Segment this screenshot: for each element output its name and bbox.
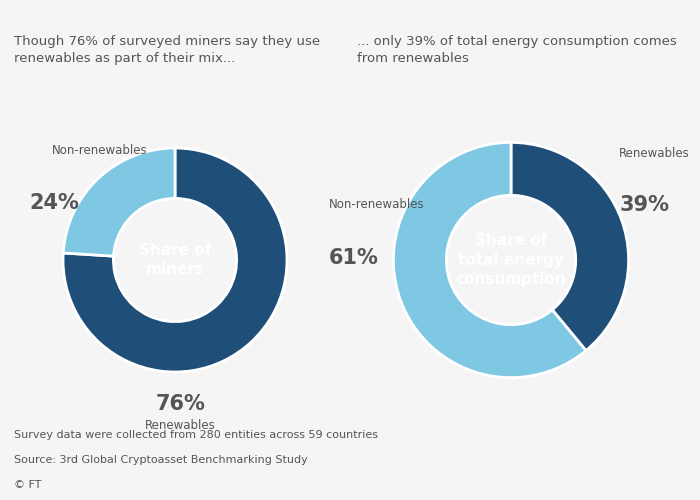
Text: Though 76% of surveyed miners say they use
renewables as part of their mix...: Though 76% of surveyed miners say they u…	[14, 35, 320, 65]
Text: ... only 39% of total energy consumption comes
from renewables: ... only 39% of total energy consumption…	[357, 35, 677, 65]
Text: Source: 3rd Global Cryptoasset Benchmarking Study: Source: 3rd Global Cryptoasset Benchmark…	[14, 455, 308, 465]
Text: 76%: 76%	[155, 394, 206, 414]
Text: Share of
total energy
consumption: Share of total energy consumption	[456, 232, 566, 287]
Text: Renewables: Renewables	[145, 419, 216, 432]
Text: Non-renewables: Non-renewables	[52, 144, 148, 157]
Text: Non-renewables: Non-renewables	[329, 198, 424, 210]
Wedge shape	[63, 148, 175, 256]
Wedge shape	[63, 148, 287, 372]
Text: Renewables: Renewables	[620, 147, 690, 160]
Text: 61%: 61%	[329, 248, 379, 268]
Text: Share of
miners: Share of miners	[139, 242, 211, 278]
Wedge shape	[393, 142, 586, 378]
Text: Survey data were collected from 280 entities across 59 countries: Survey data were collected from 280 enti…	[14, 430, 378, 440]
Text: 39%: 39%	[620, 196, 669, 216]
Text: 24%: 24%	[29, 193, 79, 213]
Wedge shape	[511, 142, 629, 350]
Text: © FT: © FT	[14, 480, 41, 490]
